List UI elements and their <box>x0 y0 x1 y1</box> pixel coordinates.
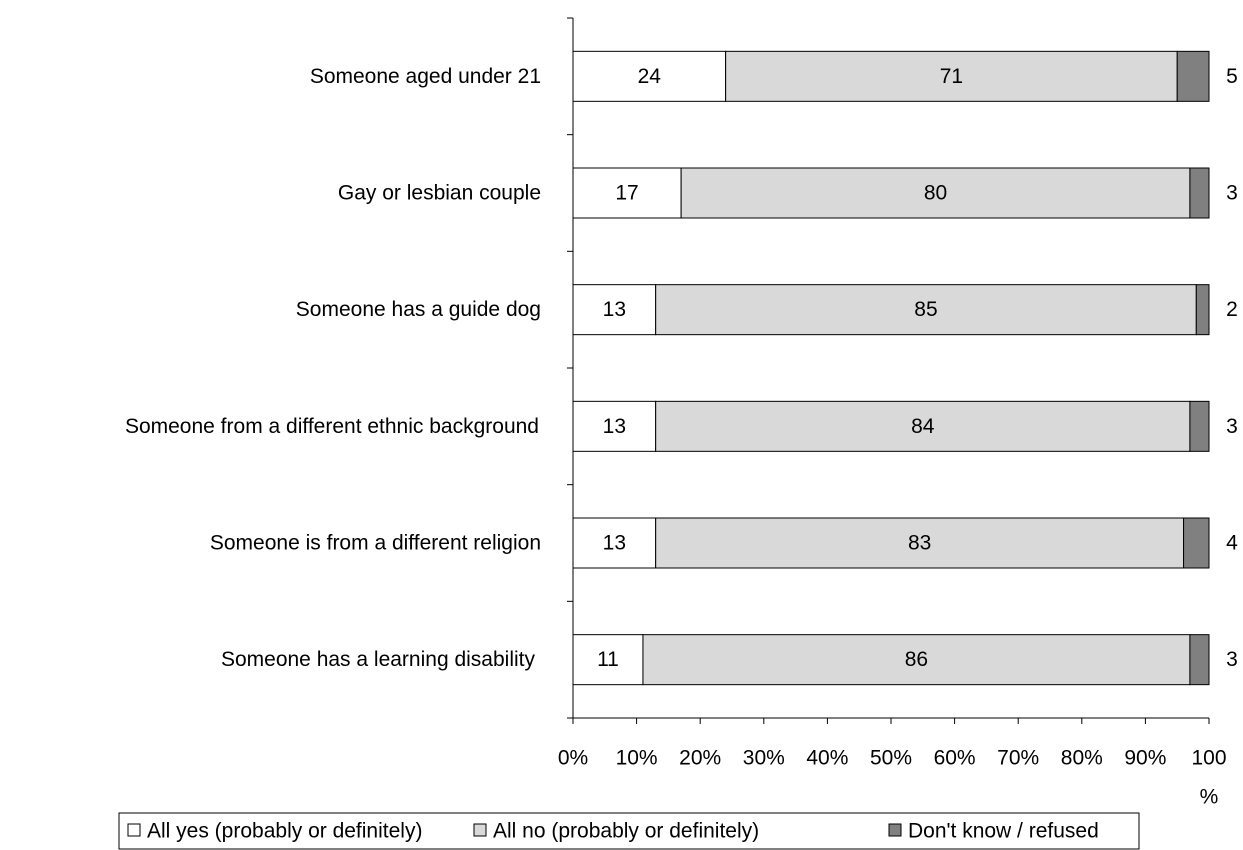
data-label: 71 <box>940 65 963 88</box>
data-label: 17 <box>615 182 638 205</box>
legend-swatch <box>889 824 901 836</box>
category-label: Gay or lesbian couple <box>338 182 541 205</box>
bar-segment <box>1190 635 1209 685</box>
category-label: Someone aged under 21 <box>310 65 541 88</box>
x-tick-label: 100 <box>1191 747 1226 770</box>
bar-segment <box>1177 51 1209 101</box>
data-label: 24 <box>638 65 662 88</box>
category-label: Someone from a different ethnic backgrou… <box>125 415 539 438</box>
legend: All yes (probably or definitely) All no (… <box>119 813 1139 849</box>
category-label: Someone has a learning disability <box>221 648 536 671</box>
x-tick-label: 20% <box>679 747 721 770</box>
data-label: 84 <box>911 415 935 438</box>
x-tick-label: 30% <box>743 747 785 770</box>
legend-swatch <box>474 824 486 836</box>
legend-label: Don't know / refused <box>908 820 1099 843</box>
category-labels: Someone aged under 21 Gay or lesbian coup… <box>125 65 541 671</box>
x-tick-label: 80% <box>1061 747 1103 770</box>
bar-segment <box>1196 285 1209 335</box>
data-label: 11 <box>597 648 619 671</box>
bar-segment <box>1184 518 1209 568</box>
data-label: 3 <box>1226 415 1238 438</box>
data-label: 13 <box>603 532 626 555</box>
x-tick-label: 40% <box>806 747 848 770</box>
legend-label: All yes (probably or definitely) <box>147 820 422 843</box>
data-label: 3 <box>1226 182 1238 205</box>
legend-label: All no (probably or definitely) <box>493 820 759 843</box>
data-label: 3 <box>1226 648 1238 671</box>
data-label: 13 <box>603 298 626 321</box>
data-label: 4 <box>1226 532 1238 555</box>
category-label: Someone has a guide dog <box>296 298 541 321</box>
data-label: 5 <box>1226 65 1238 88</box>
x-tick-label: 60% <box>934 747 976 770</box>
category-label: Someone is from a different religion <box>210 532 541 555</box>
data-label: 2 <box>1226 298 1238 321</box>
x-tick-label: 0% <box>558 747 588 770</box>
bars: 24 71 5 17 80 3 13 85 2 13 84 3 13 83 4 11 86 3 <box>573 51 1238 684</box>
data-label: 86 <box>905 648 928 671</box>
x-tick-label: % <box>1200 786 1219 809</box>
data-label: 80 <box>924 182 947 205</box>
bar-segment <box>1190 168 1209 218</box>
legend-swatch <box>128 824 140 836</box>
data-label: 13 <box>603 415 626 438</box>
data-label: 85 <box>914 298 937 321</box>
data-label: 83 <box>908 532 931 555</box>
x-tick-label: 70% <box>997 747 1039 770</box>
bar-segment <box>1190 401 1209 451</box>
x-tick-label: 50% <box>870 747 912 770</box>
x-tick-label: 90% <box>1124 747 1166 770</box>
x-tick-label: 10% <box>616 747 658 770</box>
